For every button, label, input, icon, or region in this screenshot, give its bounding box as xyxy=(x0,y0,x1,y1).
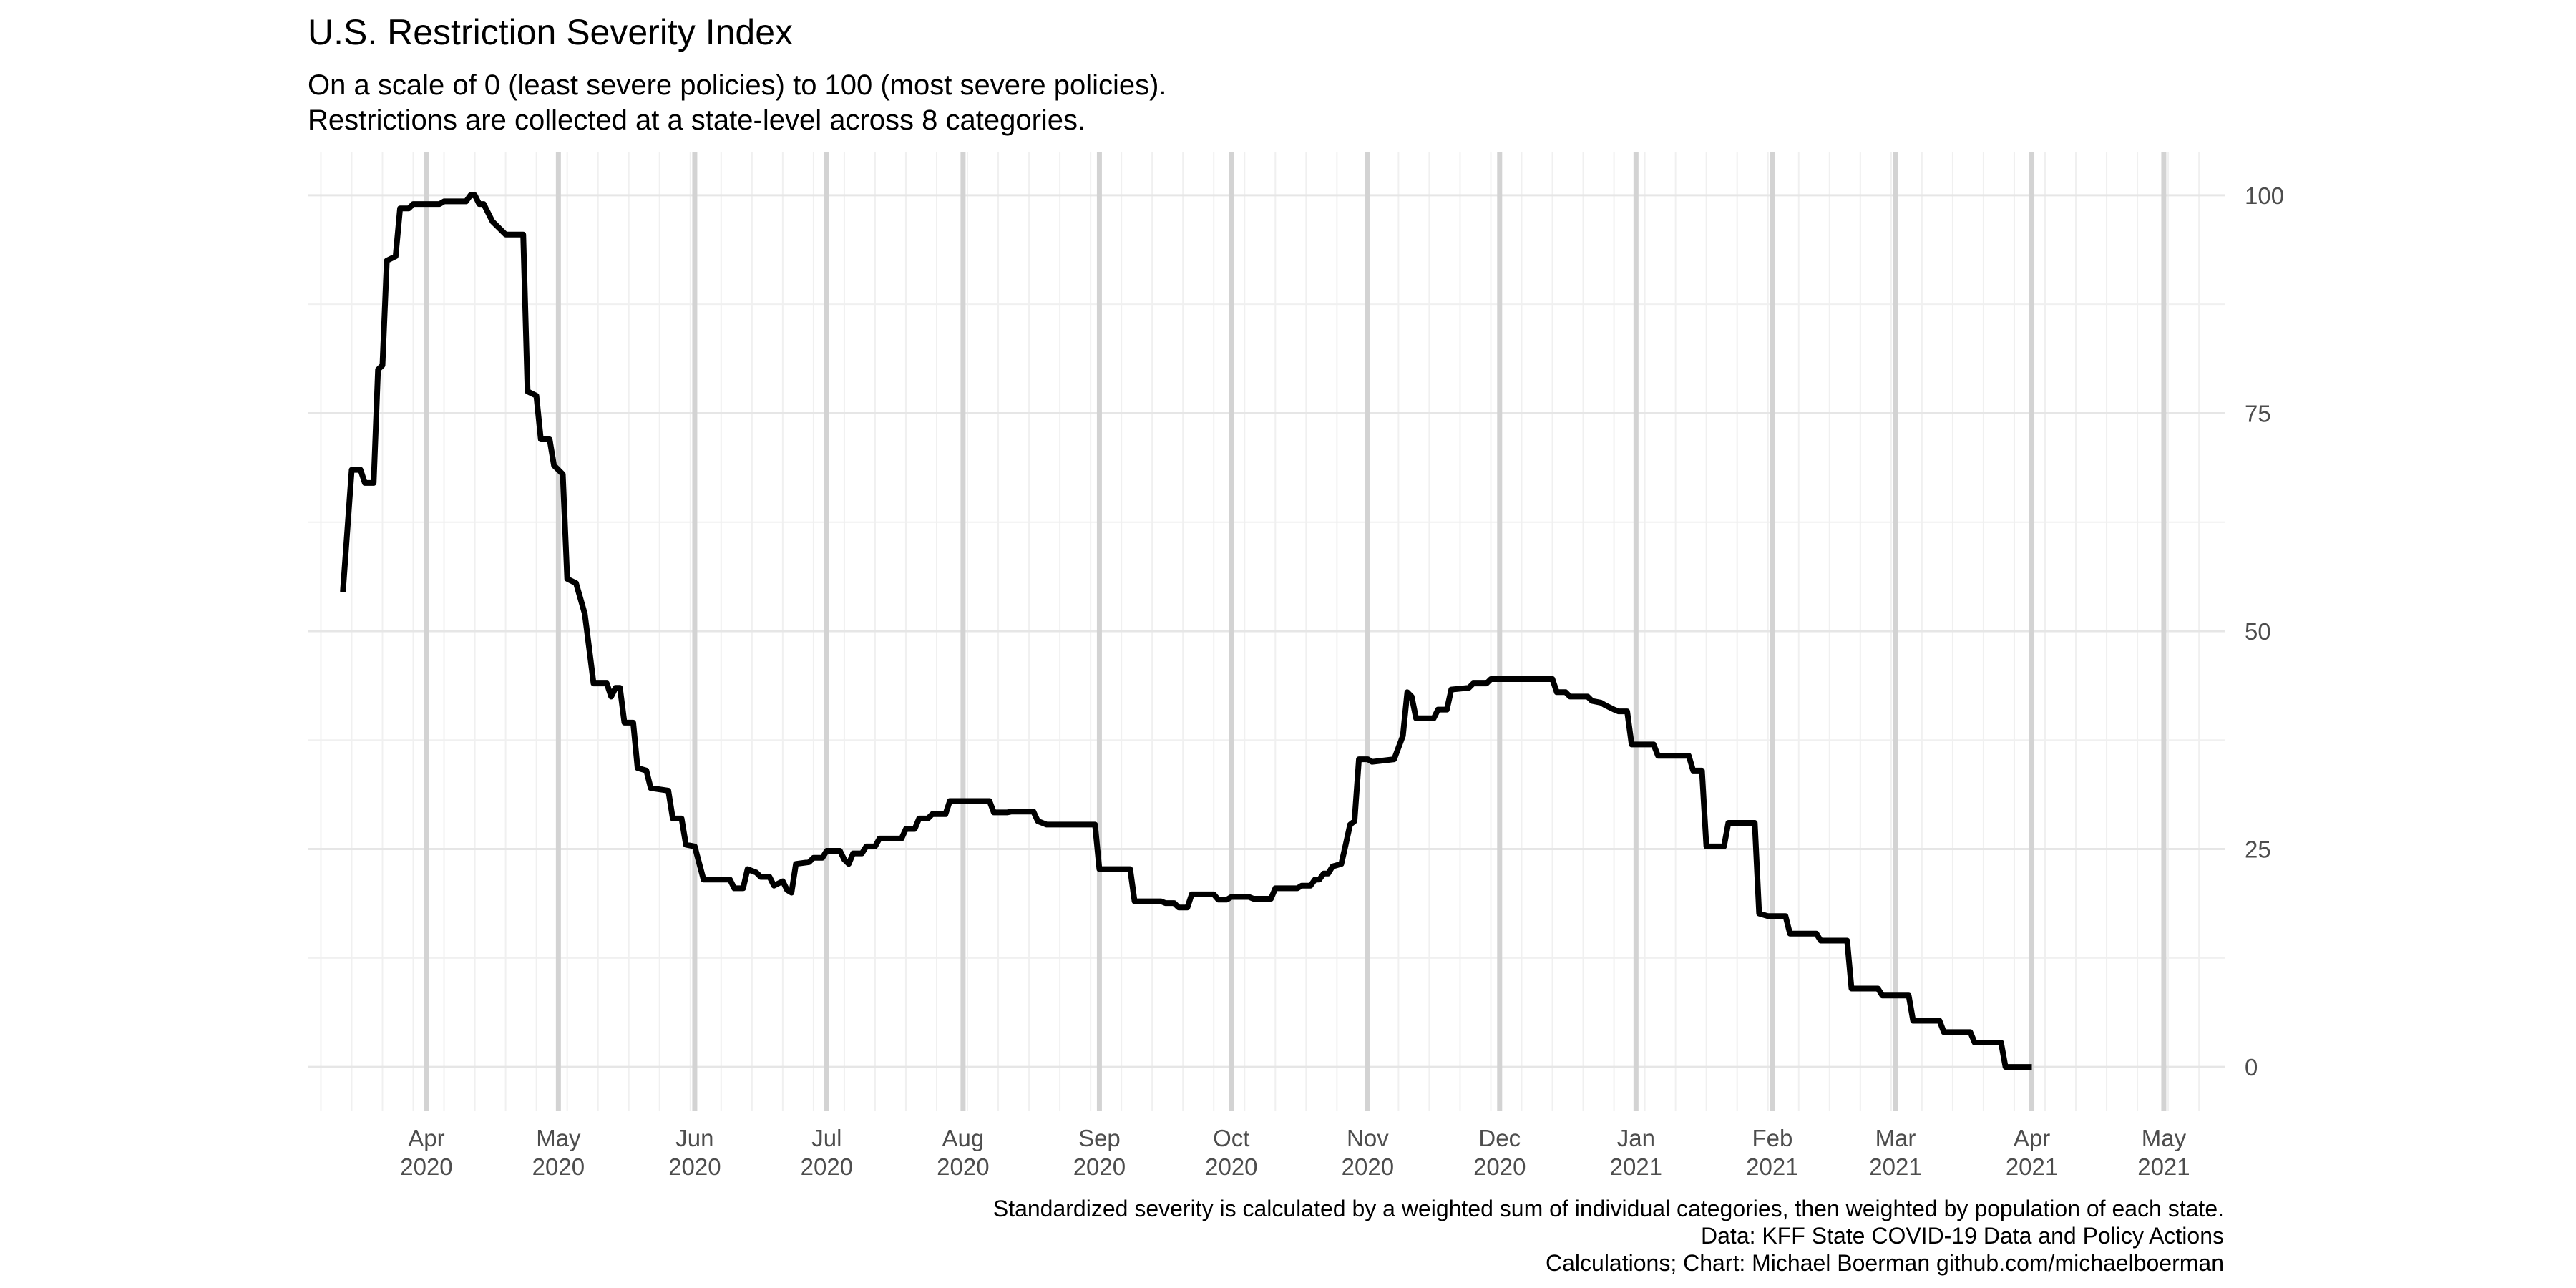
major-gridlines xyxy=(308,152,2225,1111)
x-tick-label-month: Mar xyxy=(1875,1125,1916,1151)
x-tick-label-year: 2020 xyxy=(1205,1153,1257,1180)
x-tick-label-month: Dec xyxy=(1478,1125,1521,1151)
chart-subtitle-line-2: Restrictions are collected at a state-le… xyxy=(308,104,1085,136)
x-tick-label-year: 2020 xyxy=(1073,1153,1126,1180)
caption-line-3: Calculations; Chart: Michael Boerman git… xyxy=(1546,1250,2224,1276)
y-tick-label: 50 xyxy=(2245,618,2271,645)
chart-subtitle-line-1: On a scale of 0 (least severe policies) … xyxy=(308,69,1167,101)
caption-line-1: Standardized severity is calculated by a… xyxy=(993,1196,2224,1221)
x-tick-label-year: 2021 xyxy=(1610,1153,1662,1180)
y-tick-label: 25 xyxy=(2245,836,2271,863)
x-tick-label-year: 2021 xyxy=(2006,1153,2058,1180)
x-tick-label-month: Apr xyxy=(2014,1125,2050,1151)
x-tick-label-month: Oct xyxy=(1213,1125,1249,1151)
x-axis: Apr2020May2020Jun2020Jul2020Aug2020Sep20… xyxy=(400,1125,2190,1180)
caption-line-2: Data: KFF State COVID-19 Data and Policy… xyxy=(1701,1223,2224,1249)
x-tick-label-month: May xyxy=(536,1125,581,1151)
y-tick-label: 75 xyxy=(2245,400,2271,426)
y-axis: 0 25 50 75 100 xyxy=(2245,182,2284,1080)
x-tick-label-year: 2020 xyxy=(1473,1153,1526,1180)
x-tick-label-month: Aug xyxy=(942,1125,985,1151)
x-tick-label-month: Sep xyxy=(1078,1125,1121,1151)
chart-title: U.S. Restriction Severity Index xyxy=(308,12,793,52)
x-tick-label-year: 2020 xyxy=(532,1153,585,1180)
x-tick-label-year: 2020 xyxy=(400,1153,452,1180)
x-tick-label-year: 2020 xyxy=(937,1153,989,1180)
x-tick-label-month: Apr xyxy=(408,1125,444,1151)
series-layer xyxy=(340,192,2032,1070)
x-tick-label-month: Jun xyxy=(675,1125,713,1151)
x-tick-label-year: 2020 xyxy=(1342,1153,1394,1180)
x-tick-label-year: 2020 xyxy=(668,1153,721,1180)
x-tick-label-month: May xyxy=(2142,1125,2187,1151)
x-tick-label-month: Jan xyxy=(1617,1125,1655,1151)
x-tick-label-year: 2021 xyxy=(2137,1153,2190,1180)
y-tick-label: 100 xyxy=(2245,182,2284,209)
series-line xyxy=(340,192,2032,1070)
y-tick-label: 0 xyxy=(2245,1054,2258,1080)
x-tick-label-year: 2020 xyxy=(801,1153,853,1180)
x-tick-label-month: Feb xyxy=(1752,1125,1792,1151)
x-tick-label-month: Jul xyxy=(811,1125,841,1151)
x-tick-label-year: 2021 xyxy=(1869,1153,1921,1180)
x-tick-label-year: 2021 xyxy=(1746,1153,1798,1180)
x-tick-label-month: Nov xyxy=(1347,1125,1389,1151)
